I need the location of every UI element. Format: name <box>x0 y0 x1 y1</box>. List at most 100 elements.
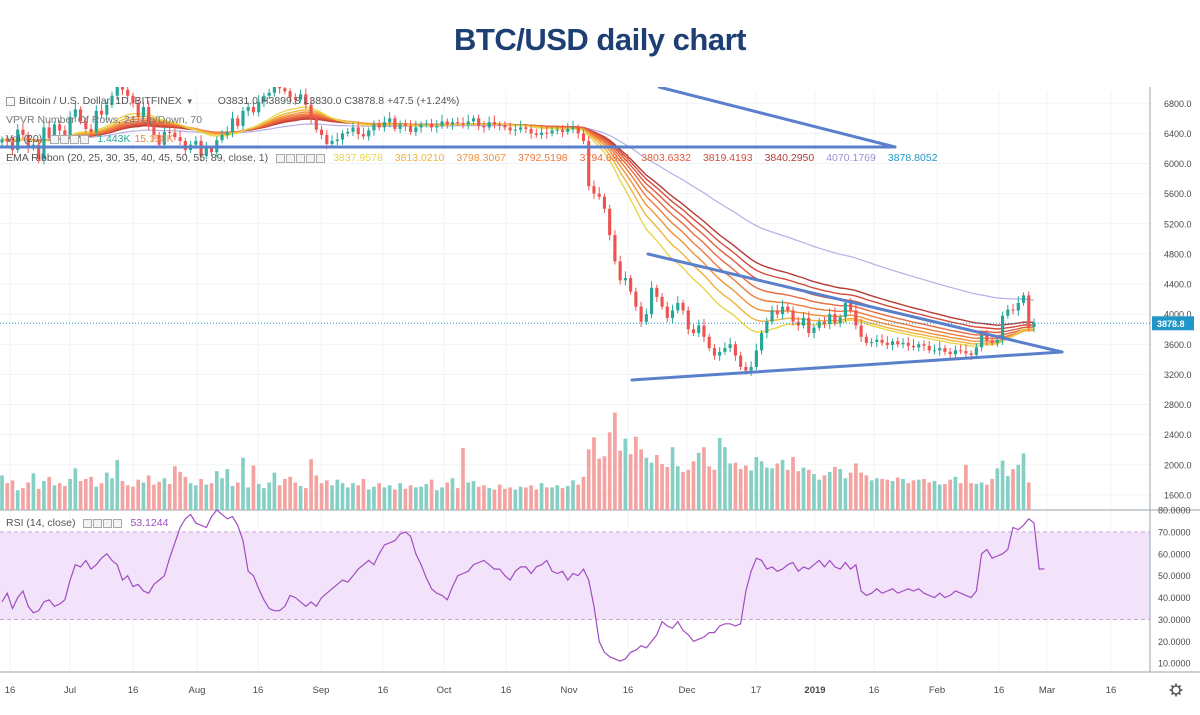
candle-body <box>702 325 706 337</box>
candle-body <box>230 118 235 132</box>
volume-bar <box>497 484 502 510</box>
page-title: BTC/USD daily chart <box>454 22 746 57</box>
volume-bar <box>969 483 973 510</box>
volume-bar <box>10 480 15 510</box>
volume-bar <box>801 467 806 510</box>
volume-bar <box>372 486 376 510</box>
legend-vpvr[interactable]: VPVR Number Of Rows, 24, Up/Down, 70 <box>6 114 203 126</box>
volume-bar <box>440 487 444 510</box>
volume-bar <box>571 480 575 510</box>
volume-bar <box>592 437 596 510</box>
volume-bar <box>712 469 717 510</box>
volume-bar <box>890 481 895 510</box>
candle-body <box>906 342 910 346</box>
candle-body <box>147 107 151 126</box>
volume-bar <box>482 485 486 510</box>
volume-bar <box>298 486 303 510</box>
indicator-buttons[interactable] <box>50 134 90 144</box>
candle-body <box>513 129 517 131</box>
volume-bar <box>476 486 481 510</box>
volume-bar <box>256 483 261 510</box>
volume-bar <box>843 478 848 510</box>
volume-bar <box>1021 453 1026 510</box>
legend-rsi-value: 53.1244 <box>130 517 169 529</box>
volume-bar <box>696 452 701 510</box>
volume-bar <box>958 483 963 510</box>
volume-bar <box>52 485 57 510</box>
legend-vol-label[interactable]: Vol (20) <box>6 133 43 145</box>
candle-body <box>58 124 62 131</box>
volume-bar <box>110 478 114 510</box>
volume-bar <box>618 450 622 510</box>
candle-body <box>272 87 276 93</box>
candle-body <box>943 348 947 352</box>
volume-bar <box>141 482 146 510</box>
volume-bar <box>193 485 198 510</box>
candle-body <box>974 347 978 355</box>
candle-body <box>225 131 229 135</box>
price-tick-label: 5600.0 <box>1164 189 1192 199</box>
rsi-band <box>0 531 1150 620</box>
candle-body <box>236 118 240 126</box>
volume-bar <box>246 487 251 510</box>
volume-bar <box>487 488 492 510</box>
volume-bar <box>366 489 371 510</box>
volume-bar <box>686 469 691 510</box>
legend-ema-row: EMA Ribbon (20, 25, 30, 35, 40, 45, 50, … <box>6 152 946 164</box>
candle-body <box>880 339 884 343</box>
volume-bar <box>880 478 884 510</box>
volume-bar <box>539 483 544 510</box>
volume-bar <box>602 456 607 510</box>
candle-body <box>728 344 732 349</box>
rsi-tick-label: 80.0000 <box>1158 506 1191 516</box>
chart-area[interactable]: 6800.0 6400.0 6000.0 5600.0 5200.0 4800.0 4400… <box>0 87 1200 715</box>
candle-body <box>16 129 20 150</box>
legend-ema-value: 3792.5198 <box>518 152 568 164</box>
x-tick-label: Oct <box>437 685 452 696</box>
volume-bar <box>869 480 874 510</box>
candle-body <box>838 317 842 324</box>
indicator-buttons[interactable] <box>276 153 326 163</box>
volume-bar <box>806 469 811 510</box>
x-tick-label: 16 <box>128 685 139 696</box>
candle-body <box>592 186 596 194</box>
candle-body <box>471 118 476 122</box>
last-price-label: 3878.8 <box>1157 319 1185 329</box>
volume-bar <box>304 488 308 510</box>
collapse-toggle-icon[interactable] <box>6 96 15 106</box>
candle-body <box>843 302 847 318</box>
volume-bar <box>985 484 989 510</box>
candle-body <box>739 355 743 367</box>
volume-bar <box>675 466 680 510</box>
candle-body <box>545 132 549 134</box>
volume-bar <box>628 454 633 510</box>
volume-bar <box>895 477 900 510</box>
candle-body <box>325 134 329 144</box>
candle-body <box>707 336 711 349</box>
candle-body <box>26 134 30 148</box>
volume-bar <box>775 463 780 510</box>
ema-line <box>1 123 1035 301</box>
candle-body <box>335 139 339 141</box>
chevron-down-icon[interactable]: ▼ <box>185 96 194 106</box>
x-tick-label: 2019 <box>804 685 825 696</box>
volume-bar <box>796 471 801 510</box>
gear-icon[interactable] <box>1169 683 1183 697</box>
volume-bar <box>235 482 240 510</box>
volume-bar <box>1005 476 1010 510</box>
candle-body <box>786 306 790 311</box>
candle-body <box>194 140 198 145</box>
candlestick-chart[interactable]: 6800.0 6400.0 6000.0 5600.0 5200.0 4800.0 4400… <box>0 87 1200 715</box>
volume-bar <box>162 478 167 510</box>
volume-bar <box>157 481 161 510</box>
indicator-buttons[interactable] <box>83 518 123 528</box>
legend-ema-label[interactable]: EMA Ribbon (20, 25, 30, 35, 40, 45, 50, … <box>6 152 269 164</box>
candle-body <box>754 350 758 367</box>
candle-body <box>691 329 696 334</box>
volume-bar <box>785 469 790 510</box>
candle-body <box>959 350 963 352</box>
candle-body <box>801 317 806 326</box>
volume-bar <box>277 485 282 510</box>
legend-symbol[interactable]: Bitcoin / U.S. Dollar, 1D, BITFINEX <box>19 95 182 107</box>
legend-rsi-label[interactable]: RSI (14, close) <box>6 517 76 529</box>
